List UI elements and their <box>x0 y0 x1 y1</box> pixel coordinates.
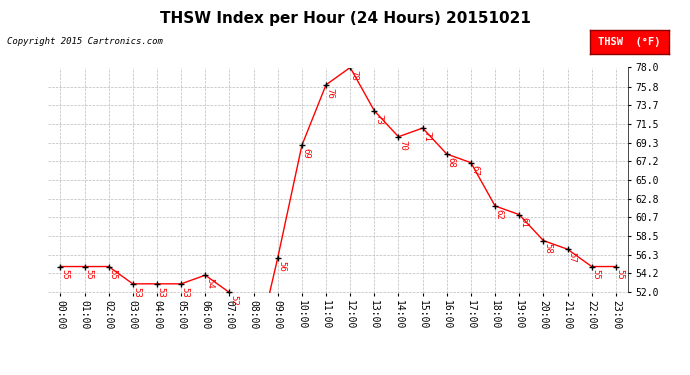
Text: 54: 54 <box>205 278 214 289</box>
Text: 58: 58 <box>543 243 552 254</box>
Text: 70: 70 <box>398 140 407 150</box>
Text: 55: 55 <box>60 269 69 280</box>
Text: Copyright 2015 Cartronics.com: Copyright 2015 Cartronics.com <box>7 38 163 46</box>
Text: 67: 67 <box>471 165 480 176</box>
Text: 55: 55 <box>615 269 624 280</box>
Text: THSW  (°F): THSW (°F) <box>598 37 661 47</box>
Text: 56: 56 <box>277 261 286 272</box>
Text: 78: 78 <box>350 70 359 81</box>
Text: 52: 52 <box>229 295 238 306</box>
Text: 53: 53 <box>132 286 141 297</box>
Text: 71: 71 <box>422 131 431 142</box>
Text: 76: 76 <box>326 88 335 98</box>
Text: 55: 55 <box>108 269 117 280</box>
Text: 69: 69 <box>302 148 310 159</box>
Text: 53: 53 <box>157 286 166 297</box>
Text: THSW Index per Hour (24 Hours) 20151021: THSW Index per Hour (24 Hours) 20151021 <box>159 11 531 26</box>
Text: 53: 53 <box>181 286 190 297</box>
Text: 61: 61 <box>519 217 528 228</box>
Text: 44: 44 <box>0 374 1 375</box>
Text: 55: 55 <box>591 269 600 280</box>
Text: 55: 55 <box>84 269 93 280</box>
Text: 73: 73 <box>374 114 383 124</box>
Text: 68: 68 <box>446 157 455 168</box>
Text: 57: 57 <box>567 252 576 263</box>
Text: 62: 62 <box>495 209 504 219</box>
